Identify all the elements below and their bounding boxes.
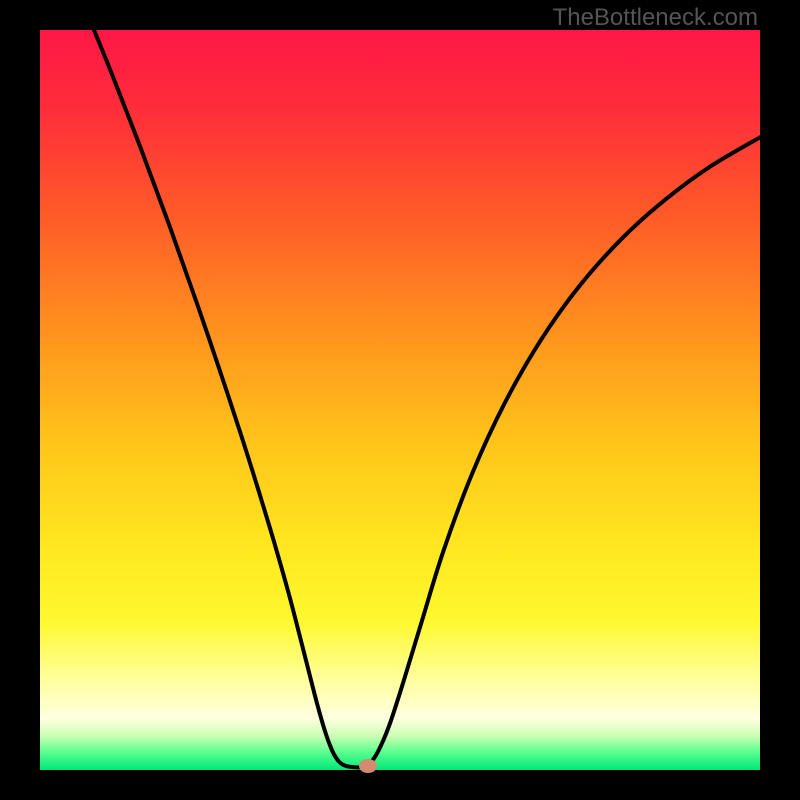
curve-path [94, 30, 760, 767]
chart-frame: TheBottleneck.com [0, 0, 800, 800]
optimum-marker [359, 759, 377, 773]
bottleneck-curve [40, 30, 760, 770]
plot-area [40, 30, 760, 770]
watermark-text: TheBottleneck.com [553, 4, 758, 32]
gradient-background [40, 30, 760, 770]
